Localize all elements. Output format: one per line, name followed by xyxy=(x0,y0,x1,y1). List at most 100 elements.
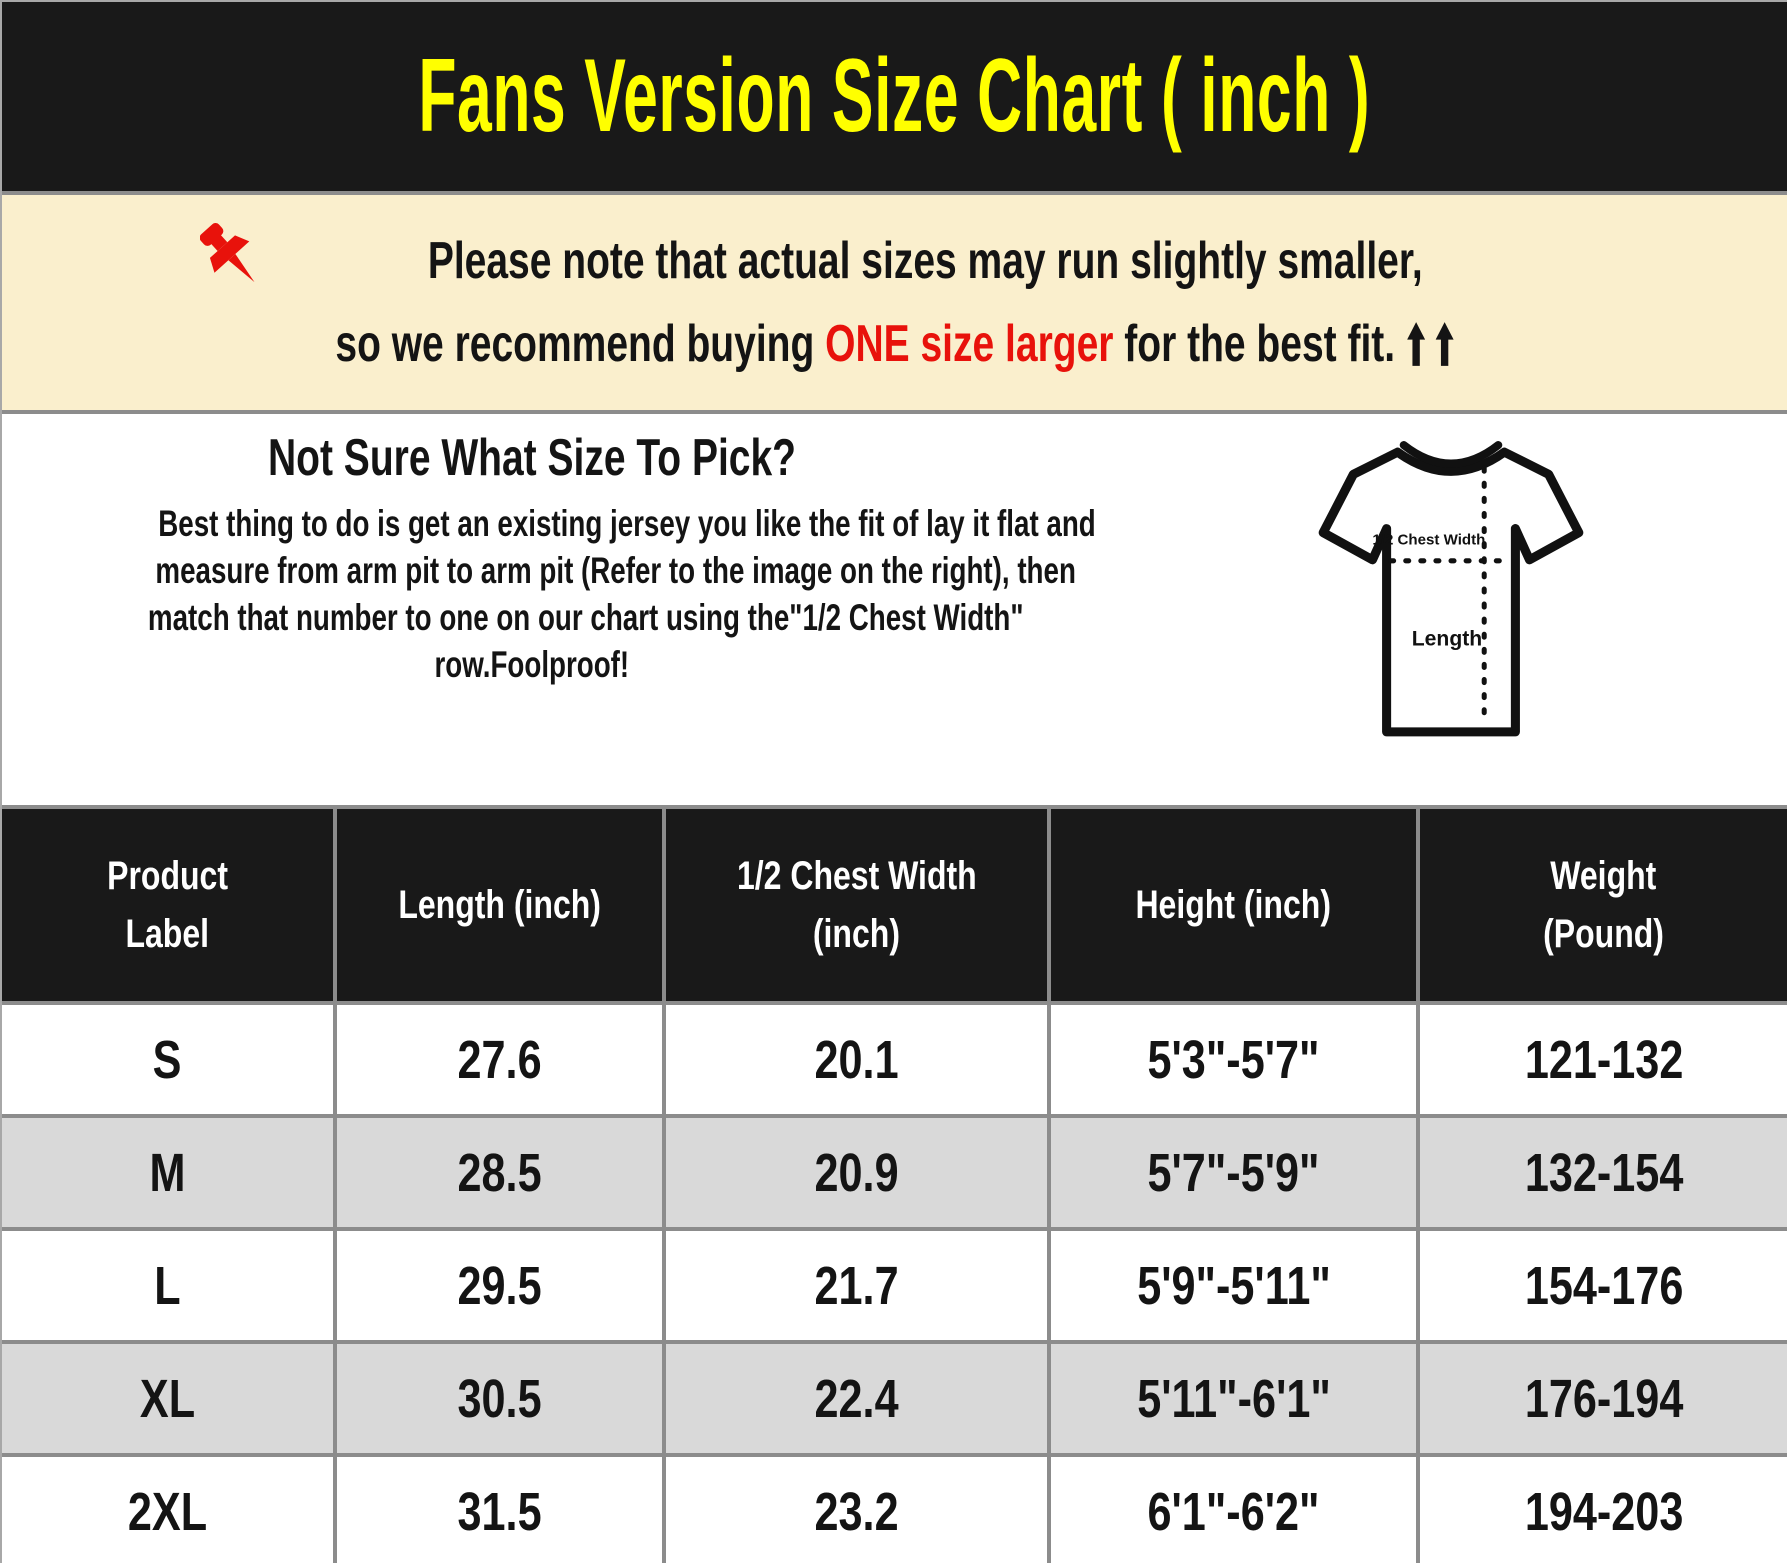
header-line: Label xyxy=(125,912,210,956)
table-row-l: L 29.5 21.7 5'9"-5'11" 154-176 xyxy=(2,1227,1787,1344)
notice-text-2-post: for the best fit. xyxy=(1113,314,1396,373)
cell-text: 2XL xyxy=(127,1481,207,1542)
header-line: Length (inch) xyxy=(398,883,601,927)
table-row-s: S 27.6 20.1 5'3"-5'7" 121-132 xyxy=(2,1001,1787,1118)
cell-text: 6'1"-6'2" xyxy=(1147,1481,1320,1542)
notice-banner: Please note that actual sizes may run sl… xyxy=(2,195,1787,410)
up-arrow-icon xyxy=(1407,322,1426,366)
cell-text: 20.1 xyxy=(814,1029,899,1090)
up-arrow-icon xyxy=(1435,322,1454,366)
guide-body: Best thing to do is get an existing jers… xyxy=(2,500,1096,688)
cell-text: 5'9"-5'11" xyxy=(1136,1255,1331,1316)
guide-body-line-2: measure from arm pit to arm pit (Refer t… xyxy=(155,550,1076,591)
guide-text-block: Not Sure What Size To Pick? Best thing t… xyxy=(2,428,1096,688)
guide-body-line-3: match that number to one on our chart us… xyxy=(147,597,1024,638)
cell-text: 121-132 xyxy=(1524,1029,1683,1090)
cell-text: 5'3"-5'7" xyxy=(1147,1029,1320,1090)
cell-size-label: L xyxy=(2,1227,337,1344)
cell-text: M xyxy=(149,1142,186,1203)
cell-text: 5'11"-6'1" xyxy=(1136,1368,1331,1429)
cell-chest: 23.2 xyxy=(662,1453,1051,1563)
cell-weight: 154-176 xyxy=(1416,1227,1787,1344)
header-line: Product xyxy=(106,854,228,898)
cell-chest: 20.9 xyxy=(662,1114,1051,1231)
cell-chest: 20.1 xyxy=(662,1001,1051,1118)
cell-text: 154-176 xyxy=(1524,1255,1683,1316)
cell-size-label: S xyxy=(2,1001,337,1118)
header-line: 1/2 Chest Width xyxy=(736,854,977,898)
divider xyxy=(2,410,1787,414)
cell-text: 23.2 xyxy=(814,1481,899,1542)
cell-text: 29.5 xyxy=(457,1255,542,1316)
header-line: Weight xyxy=(1550,854,1657,898)
chest-width-label: 1/2 Chest Width xyxy=(1372,532,1485,549)
cell-text: S xyxy=(152,1029,182,1090)
cell-chest: 21.7 xyxy=(662,1227,1051,1344)
notice-text-2: so we recommend buying ONE size larger f… xyxy=(335,314,1454,373)
col-header-product-label: Product Label xyxy=(2,805,337,1005)
guide-heading: Not Sure What Size To Pick? xyxy=(2,428,1062,488)
col-header-chest-width: 1/2 Chest Width (inch) xyxy=(662,805,1051,1005)
cell-size-label: M xyxy=(2,1114,337,1231)
cell-weight: 121-132 xyxy=(1416,1001,1787,1118)
cell-weight: 194-203 xyxy=(1416,1453,1787,1563)
cell-text: L xyxy=(154,1255,181,1316)
cell-text: 27.6 xyxy=(457,1029,542,1090)
header-line: (Pound) xyxy=(1543,912,1665,956)
guide-body-line: Best thing to do is get an existing jers… xyxy=(2,500,1095,547)
cell-text: 31.5 xyxy=(457,1481,542,1542)
notice-line-2: so we recommend buying ONE size larger f… xyxy=(149,314,1640,373)
cell-size-label: XL xyxy=(2,1340,337,1457)
page-title-text: Fans Version Size Chart ( inch ) xyxy=(418,38,1371,154)
cell-height: 5'3"-5'7" xyxy=(1046,1001,1421,1118)
header-line: Height (inch) xyxy=(1135,883,1332,927)
page-title: Fans Version Size Chart ( inch ) xyxy=(101,37,1688,156)
notice-highlight: ONE size larger xyxy=(825,314,1114,373)
guide-body-line: row.Foolproof! xyxy=(2,641,1062,688)
guide-body-line-4: row.Foolproof! xyxy=(434,644,630,685)
table-row-m: M 28.5 20.9 5'7"-5'9" 132-154 xyxy=(2,1114,1787,1231)
cell-text: XL xyxy=(139,1368,195,1429)
col-header-length: Length (inch) xyxy=(332,805,667,1005)
cell-text: 28.5 xyxy=(457,1142,542,1203)
cell-height: 5'9"-5'11" xyxy=(1046,1227,1421,1344)
cell-weight: 132-154 xyxy=(1416,1114,1787,1231)
cell-text: 194-203 xyxy=(1524,1481,1683,1542)
cell-height: 6'1"-6'2" xyxy=(1046,1453,1421,1563)
notice-text-2-pre: so we recommend buying xyxy=(335,314,826,373)
table-row-2xl: 2XL 31.5 23.2 6'1"-6'2" 194-203 xyxy=(2,1453,1787,1563)
cell-text: 22.4 xyxy=(814,1368,899,1429)
size-table: Product Label Length (inch) 1/2 Chest Wi… xyxy=(2,805,1787,1563)
cell-chest: 22.4 xyxy=(662,1340,1051,1457)
tshirt-icon: 1/2 Chest Width Length xyxy=(1318,441,1584,737)
pushpin-icon xyxy=(200,222,255,283)
guide-heading-text: Not Sure What Size To Pick? xyxy=(267,429,796,487)
cell-length: 30.5 xyxy=(332,1340,667,1457)
sizing-guide: Not Sure What Size To Pick? Best thing t… xyxy=(2,414,1787,805)
cell-size-label: 2XL xyxy=(2,1453,337,1563)
cell-length: 31.5 xyxy=(332,1453,667,1563)
notice-line-1: Please note that actual sizes may run sl… xyxy=(200,222,1589,296)
header-line: (inch) xyxy=(812,912,901,956)
cell-text: 5'7"-5'9" xyxy=(1147,1142,1320,1203)
guide-body-line-1: Best thing to do is get an existing jers… xyxy=(158,503,1096,544)
cell-length: 28.5 xyxy=(332,1114,667,1231)
cell-weight: 176-194 xyxy=(1416,1340,1787,1457)
divider xyxy=(2,191,1787,195)
cell-text: 176-194 xyxy=(1524,1368,1683,1429)
cell-length: 29.5 xyxy=(332,1227,667,1344)
table-row-xl: XL 30.5 22.4 5'11"-6'1" 176-194 xyxy=(2,1340,1787,1457)
guide-body-line: measure from arm pit to arm pit (Refer t… xyxy=(2,547,1075,594)
col-header-height: Height (inch) xyxy=(1046,805,1421,1005)
tshirt-measure-diagram: 1/2 Chest Width Length xyxy=(1300,432,1602,754)
cell-height: 5'7"-5'9" xyxy=(1046,1114,1421,1231)
cell-text: 21.7 xyxy=(814,1255,899,1316)
cell-text: 20.9 xyxy=(814,1142,899,1203)
col-header-weight: Weight (Pound) xyxy=(1416,805,1787,1005)
length-label: Length xyxy=(1412,627,1482,650)
cell-length: 27.6 xyxy=(332,1001,667,1118)
cell-text: 30.5 xyxy=(457,1368,542,1429)
cell-text: 132-154 xyxy=(1524,1142,1683,1203)
table-header-row: Product Label Length (inch) 1/2 Chest Wi… xyxy=(2,805,1787,1005)
